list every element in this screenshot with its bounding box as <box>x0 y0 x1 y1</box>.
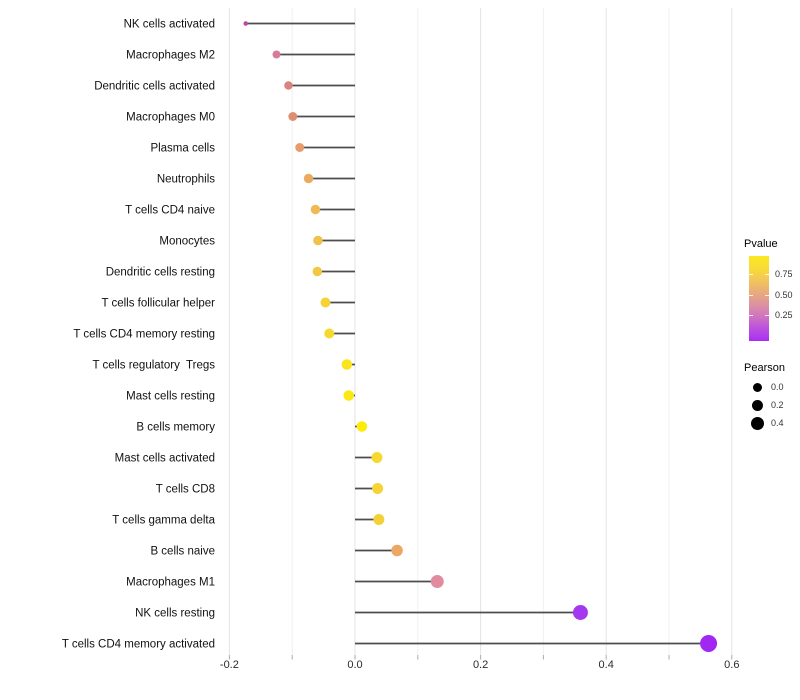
category-label: T cells CD8 <box>156 484 215 496</box>
pvalue-tick-mark <box>765 294 769 296</box>
lollipop-dot <box>371 452 383 463</box>
lollipop-dot <box>430 575 444 588</box>
category-label: NK cells activated <box>124 19 215 31</box>
lollipop-dot <box>243 21 248 26</box>
pearson-size-dot <box>752 382 762 392</box>
pvalue-legend-title: Pvalue <box>744 238 778 250</box>
x-tick-label: 0.2 <box>473 659 488 671</box>
lollipop-dot <box>356 421 368 432</box>
pearson-size-label: 0.4 <box>771 418 784 428</box>
lollipop-dot <box>288 112 298 121</box>
x-tick-label: 0.0 <box>347 659 362 671</box>
x-tick-label: -0.2 <box>220 659 239 671</box>
lollipop-dot <box>272 50 281 59</box>
pearson-size-item: 0.4 <box>744 414 800 432</box>
legend-panel: Pvalue 0.75 0.50 0.25 Pearson 0.0 0.2 0.4 <box>744 238 800 432</box>
x-tick-label: 0.6 <box>724 659 739 671</box>
pvalue-tick-mark <box>749 315 753 316</box>
category-label: B cells memory <box>136 422 215 434</box>
category-label: Dendritic cells resting <box>106 267 215 279</box>
category-label: NK cells resting <box>135 608 215 620</box>
pvalue-tick-mark <box>749 274 753 275</box>
pearson-size-label: 0.0 <box>771 382 784 392</box>
pvalue-tick-mark <box>765 315 769 316</box>
pvalue-tick-label: 0.75 <box>775 269 793 279</box>
lollipop-dot <box>373 514 385 525</box>
category-label: T cells follicular helper <box>101 298 215 310</box>
pvalue-tick-label: 0.25 <box>775 310 793 320</box>
pvalue-colorbar: 0.75 0.50 0.25 <box>749 256 793 341</box>
category-label: T cells CD4 naive <box>125 205 215 217</box>
lollipop-dot <box>572 605 588 620</box>
lollipop-dot <box>372 483 384 494</box>
pvalue-gradient-bar <box>749 256 769 341</box>
category-label: T cells CD4 memory activated <box>62 639 215 651</box>
category-label: Macrophages M1 <box>126 577 215 589</box>
category-label: T cells gamma delta <box>112 515 215 527</box>
lollipop-dot <box>324 328 335 339</box>
pvalue-tick-mark <box>765 274 769 275</box>
category-label: Mast cells resting <box>126 391 215 403</box>
x-tick-label: 0.4 <box>599 659 614 671</box>
lollipop-dot <box>303 173 314 184</box>
pearson-size-label: 0.2 <box>771 400 784 410</box>
category-label: Macrophages M2 <box>126 50 215 62</box>
lollipop-dot <box>313 235 323 246</box>
pearson-size-legend: 0.0 0.2 0.4 <box>744 378 800 432</box>
category-label: Mast cells activated <box>115 453 215 465</box>
pearson-size-dot <box>750 416 764 430</box>
category-label: B cells naive <box>150 546 215 558</box>
lollipop-dot <box>310 204 321 215</box>
pearson-legend-title: Pearson <box>744 362 785 374</box>
lollipop-dot <box>312 266 323 277</box>
lollipop-dot <box>295 143 305 152</box>
lollipop-dot <box>343 390 354 401</box>
pearson-size-dot <box>751 399 763 411</box>
category-label: Dendritic cells activated <box>94 81 215 93</box>
category-label: T cells regulatory Tregs <box>92 360 215 372</box>
pearson-size-item: 0.0 <box>744 378 800 396</box>
category-label: Macrophages M0 <box>126 112 215 124</box>
pvalue-tick-mark <box>749 294 753 296</box>
category-label: Plasma cells <box>150 143 215 155</box>
lollipop-dot <box>700 635 718 652</box>
category-label: T cells CD4 memory resting <box>73 329 215 341</box>
pvalue-tick-label: 0.50 <box>775 289 793 300</box>
category-label: Monocytes <box>159 236 215 248</box>
category-label: Neutrophils <box>157 174 215 186</box>
lollipop-dot <box>284 81 293 90</box>
pearson-size-item: 0.2 <box>744 396 800 414</box>
lollipop-dot <box>320 297 331 308</box>
lollipop-dot <box>341 359 353 370</box>
lollipop-dot <box>391 544 403 557</box>
